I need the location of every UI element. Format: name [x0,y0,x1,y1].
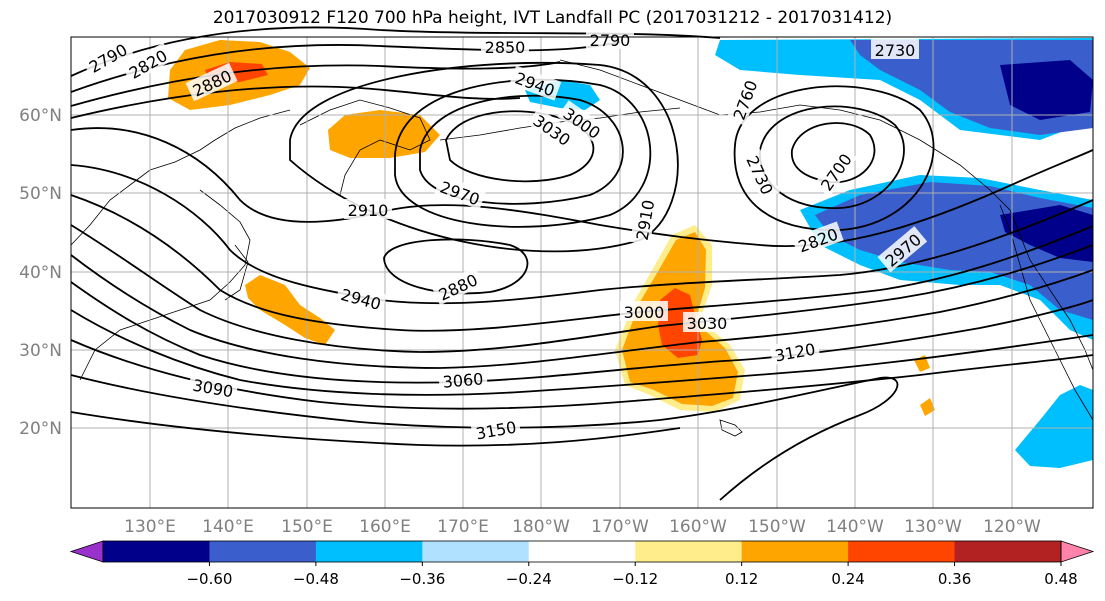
colorbar-swatch [741,541,849,562]
latitude-label: 20°N [19,419,62,439]
colorbar-outline [102,540,1062,563]
colorbar-tick-label: −0.60 [186,570,232,588]
contour-line [70,281,1094,384]
contour-ring [394,78,652,228]
neg-region-subtropic [1015,385,1093,468]
latitude-label: 60°N [19,106,62,126]
contour-ring [759,105,905,209]
colorbar-swatch [422,541,530,562]
colorbar-tick-label: −0.24 [506,570,552,588]
height-contours [70,26,1094,501]
contour-ring [383,238,529,295]
longitude-label: 160°E [359,517,411,537]
neg-region-alaska-core [1000,60,1093,120]
pos-region-hawaii-plume-core [658,288,702,358]
map-title: 2017030912 F120 700 hPa height, IVT Land… [212,8,893,28]
colorbar-swatch [528,541,636,562]
longitude-label: 170°E [437,517,489,537]
colorbar-tick-label: 0.24 [831,570,864,588]
contour-label: 2730 [875,41,916,60]
axis-labels: 130°E 140°E 150°E 160°E 170°E 180°W 170°W 160°W… [19,106,1041,537]
contour-line [70,194,1094,332]
colorbar-swatch [315,541,423,562]
contour-line [70,127,1094,247]
contour-line [70,61,561,107]
latitude-label: 50°N [19,184,62,204]
ivt-shading [168,38,1093,468]
colorbar-swatch [103,541,210,562]
contour-line [70,374,899,501]
colorbar-tick-label: −0.48 [293,570,339,588]
contour-line [70,309,1094,396]
longitude-label: 170°W [591,517,649,537]
contour-label: 2910 [348,201,389,220]
colorbar-swatch [848,541,956,562]
latitude-label: 40°N [19,263,62,283]
colorbar: −0.60 −0.48 −0.36 −0.24 −0.12 0.12 0.24 0.36 0.4… [69,540,1095,588]
neg-region-gulf-core [1000,205,1093,262]
longitude-label: 140°E [202,517,254,537]
contour-label: 3060 [442,369,484,391]
longitude-label: 160°W [669,517,727,537]
contour-label: 3030 [687,314,728,333]
coast-kamchatka [299,99,431,196]
latitude-label: 30°N [19,341,62,361]
pos-region-aleutian-w [328,110,440,158]
pos-region-east [914,355,935,416]
contour-label: 3000 [624,303,665,322]
coast-alaska [559,59,1094,371]
contour-ring [289,61,679,253]
coast-aleutians [439,107,681,141]
colorbar-swatch [635,541,743,562]
contour-line [70,254,1094,369]
contour-label: 2850 [485,38,526,57]
contour-line [70,224,1094,353]
colorbar-swatch [209,541,317,562]
contour-label: 2790 [590,31,631,50]
colorbar-extend-high [1060,540,1095,563]
pos-region-japan [245,275,335,345]
longitude-label: 150°W [748,517,806,537]
contour-ring [733,85,935,231]
colorbar-tick-label: 0.12 [725,570,758,588]
longitude-label: 150°E [281,517,333,537]
colorbar-tick-label: −0.12 [612,570,658,588]
contour-ring [791,122,876,183]
map-frame [70,36,1094,509]
colorbar-swatch [954,541,1062,562]
longitude-label: 140°W [826,517,884,537]
contour-ring [445,110,595,183]
colorbar-tick-label: −0.36 [399,570,445,588]
longitude-label: 180°W [512,517,570,537]
colorbar-tick-label: 0.48 [1044,570,1077,588]
colorbar-extend-low [69,540,104,563]
longitude-label: 130°E [124,517,176,537]
contour-line [70,85,521,119]
longitude-label: 130°W [904,517,962,537]
contour-line [70,411,681,447]
longitude-label: 120°W [983,517,1041,537]
colorbar-tick-label: 0.36 [938,570,971,588]
